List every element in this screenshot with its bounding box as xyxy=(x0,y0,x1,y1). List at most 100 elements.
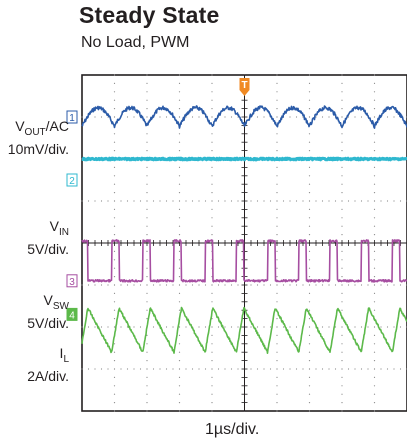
channel-3-marker: 3 xyxy=(66,274,78,288)
chart-subtitle: No Load, PWM xyxy=(81,34,190,51)
x-axis-label: 1µs/div. xyxy=(205,421,260,438)
grid-dot xyxy=(341,284,343,286)
grid-dot xyxy=(380,368,382,370)
grid-dot xyxy=(146,150,148,152)
grid-dot xyxy=(211,334,213,336)
grid-dot xyxy=(308,175,311,177)
grid-dot xyxy=(113,250,116,252)
grid-dot xyxy=(211,385,213,387)
grid-dot xyxy=(269,284,272,286)
grid-dot xyxy=(250,368,252,370)
grid-dot xyxy=(107,284,109,286)
grid-dot xyxy=(113,402,116,404)
grid-dot xyxy=(178,183,181,185)
grid-dot xyxy=(211,141,213,143)
grid-dot xyxy=(263,368,265,370)
grid-dot xyxy=(308,410,311,412)
grid-dot xyxy=(120,326,122,328)
grid-dot xyxy=(178,276,181,278)
grid-dot xyxy=(386,326,389,328)
grid-dot xyxy=(100,368,103,370)
channel-1-marker: 1 xyxy=(66,110,78,124)
grid-dot xyxy=(217,326,220,328)
grid-dot xyxy=(146,166,148,168)
grid-dot xyxy=(146,292,148,294)
grid-dot xyxy=(276,368,278,370)
grid-dot xyxy=(185,284,187,286)
grid-dot xyxy=(373,360,376,362)
grid-dot xyxy=(159,284,161,286)
grid-dot xyxy=(230,284,233,286)
grid-dot xyxy=(373,250,376,252)
grid-dot xyxy=(152,368,155,370)
grid-dot xyxy=(191,284,194,286)
grid-dot xyxy=(373,183,376,185)
grid-dot xyxy=(178,200,181,202)
grid-dot xyxy=(237,200,239,202)
grid-dot xyxy=(308,351,311,353)
grid-dot xyxy=(211,368,213,370)
grid-dot xyxy=(113,343,116,345)
grid-dot xyxy=(276,225,278,227)
grid-dot xyxy=(354,284,356,286)
grid-dot xyxy=(321,116,324,118)
grid-dot xyxy=(295,284,298,286)
grid-dot xyxy=(126,368,129,370)
grid-dot xyxy=(269,200,272,202)
grid-dot xyxy=(178,292,181,294)
grid-dot xyxy=(360,116,363,118)
grid-dot xyxy=(269,368,272,370)
grid-dot xyxy=(276,402,278,404)
grid-dot xyxy=(178,376,181,378)
grid-dot xyxy=(113,410,116,412)
grid-dot xyxy=(373,376,376,378)
grid-dot xyxy=(256,284,259,286)
grid-dot xyxy=(146,284,148,286)
grid-dot xyxy=(146,133,148,135)
grid-dot xyxy=(354,326,356,328)
grid-dot xyxy=(198,368,200,370)
grid-dot xyxy=(308,343,311,345)
grid-dot xyxy=(334,284,337,286)
grid-dot xyxy=(393,116,395,118)
grid-dot xyxy=(373,267,376,269)
grid-dot xyxy=(113,133,116,135)
grid-dot xyxy=(211,133,213,135)
grid-dot xyxy=(276,267,278,269)
grid-dot xyxy=(211,91,213,93)
traces xyxy=(81,105,407,354)
grid-dot xyxy=(289,116,291,118)
grid-dot xyxy=(165,326,168,328)
grid-dot xyxy=(113,82,116,84)
grid-dot xyxy=(120,200,122,202)
grid-dot xyxy=(321,284,324,286)
grid-dot xyxy=(373,292,376,294)
grid-dot xyxy=(113,376,116,378)
grid-dot xyxy=(373,402,376,404)
grid-dot xyxy=(237,368,239,370)
grid-dot xyxy=(81,284,83,286)
grid-dot xyxy=(211,82,213,84)
grid-dot xyxy=(373,343,376,345)
grid-dot xyxy=(276,351,278,353)
grid-dot xyxy=(341,82,343,84)
grid-dot xyxy=(321,200,324,202)
grid-dot xyxy=(113,351,116,353)
grid-dot xyxy=(224,200,226,202)
grid-dot xyxy=(146,250,148,252)
channel-2-marker: 2 xyxy=(66,173,78,187)
grid-dot xyxy=(386,200,389,202)
grid-dot xyxy=(373,116,376,118)
grid-dot xyxy=(178,225,181,227)
grid-dot xyxy=(308,326,311,328)
grid-dot xyxy=(152,326,155,328)
grid-dot xyxy=(146,200,148,202)
grid-dot xyxy=(308,376,311,378)
grid-dot xyxy=(146,376,148,378)
grid-dot xyxy=(211,351,213,353)
grid-dot xyxy=(308,108,311,110)
grid-dot xyxy=(146,208,148,210)
grid-dot xyxy=(139,368,142,370)
grid-dot xyxy=(276,393,278,395)
grid-dot xyxy=(165,368,168,370)
